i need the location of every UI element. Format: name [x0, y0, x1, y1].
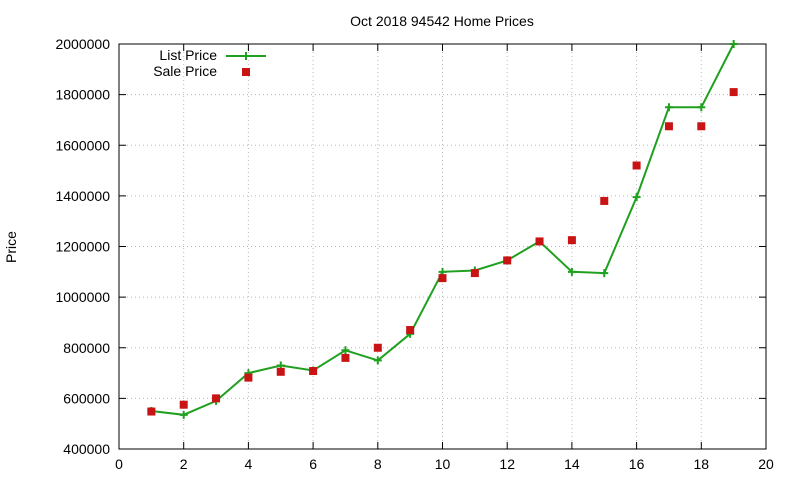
list-price-point: [567, 267, 576, 276]
x-tick-label: 16: [629, 456, 645, 472]
y-tick-label: 800000: [63, 340, 110, 356]
legend-label-sale-price: Sale Price: [153, 63, 217, 79]
tick-layer: 0 2 4 6 8 10 12 14 16 18 20 400000 600000 800000 10000…: [55, 36, 774, 472]
x-tick-label: 12: [499, 456, 515, 472]
x-tick-label: 6: [309, 456, 317, 472]
sale-price-point: [406, 326, 415, 335]
list-price-point: [600, 269, 609, 278]
series-layer: [147, 40, 738, 419]
y-tick-label: 1600000: [55, 137, 110, 153]
list-price-point: [341, 346, 350, 355]
list-price-point: [179, 410, 188, 419]
x-tick-label: 14: [564, 456, 580, 472]
sale-price-point: [309, 367, 318, 376]
sale-price-point: [503, 256, 512, 265]
list-price-point: [373, 356, 382, 365]
sale-price-point: [567, 236, 576, 245]
legend-marker-list-price: [242, 52, 250, 60]
legend-label-list-price: List Price: [159, 47, 217, 63]
list-price-point: [697, 103, 706, 112]
x-tick-label: 18: [694, 456, 710, 472]
chart-title: Oct 2018 94542 Home Prices: [350, 13, 534, 29]
sale-price-point: [438, 274, 447, 283]
x-tick-label: 4: [245, 456, 253, 472]
x-tick-label: 10: [435, 456, 451, 472]
sale-price-point: [276, 367, 285, 376]
sale-price-point: [212, 394, 221, 403]
sale-price-point: [470, 269, 479, 278]
list-price-point: [729, 40, 738, 48]
sale-price-point: [729, 88, 738, 97]
sale-price-point: [664, 122, 673, 131]
sale-price-point: [179, 400, 188, 409]
list-price-point: [632, 193, 641, 202]
sale-price-point: [697, 122, 706, 131]
y-axis-label: Price: [3, 231, 19, 263]
y-tick-label: 1000000: [55, 289, 110, 305]
x-tick-label: 20: [758, 456, 774, 472]
list-price-point: [664, 103, 673, 112]
legend-marker-sale-price: [242, 68, 250, 76]
y-tick-label: 1400000: [55, 188, 110, 204]
x-tick-label: 0: [115, 456, 123, 472]
sale-price-point: [147, 407, 156, 416]
sale-price-point: [600, 196, 609, 205]
y-tick-label: 600000: [63, 390, 110, 406]
x-tick-label: 2: [180, 456, 188, 472]
series-line-list-price: [151, 43, 735, 416]
legend: List Price Sale Price: [153, 47, 266, 79]
sale-price-point: [632, 161, 641, 170]
y-tick-label: 2000000: [55, 36, 110, 52]
x-tick-label: 8: [374, 456, 382, 472]
sale-price-point: [373, 343, 382, 352]
y-tick-label: 1800000: [55, 87, 110, 103]
sale-price-point: [244, 373, 253, 382]
sale-price-point: [535, 237, 544, 246]
y-tick-label: 400000: [63, 441, 110, 457]
sale-price-point: [341, 353, 350, 362]
y-tick-label: 1200000: [55, 239, 110, 255]
